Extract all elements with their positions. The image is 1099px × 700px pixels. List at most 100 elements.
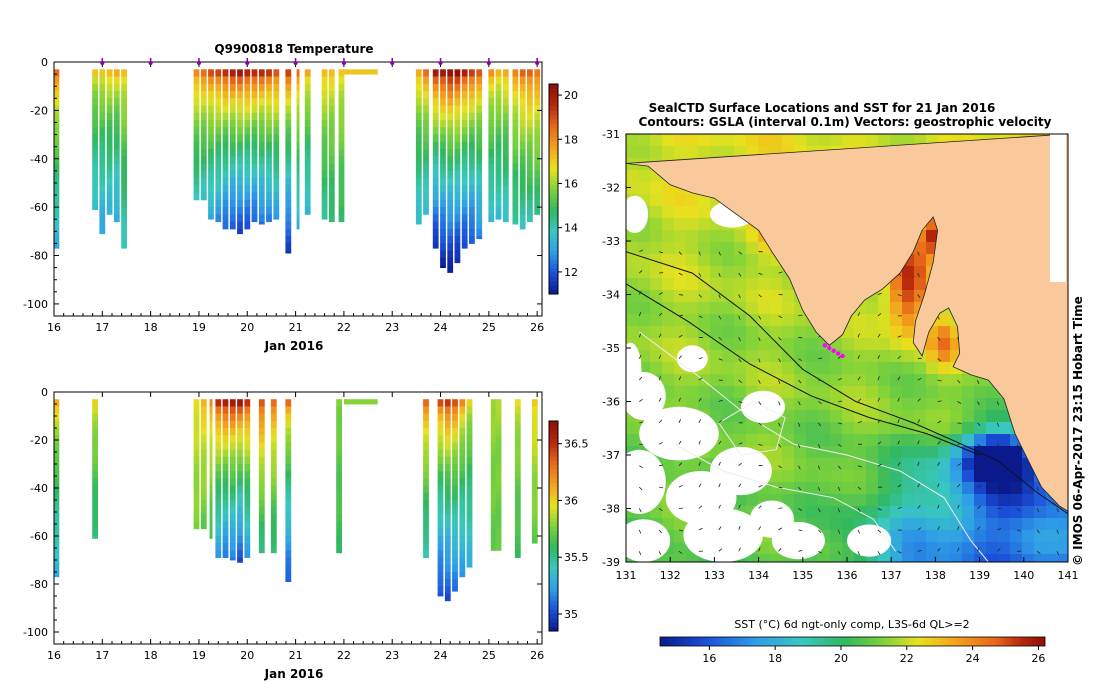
profile-cell [229,163,236,172]
velocity-vector [857,354,860,359]
profile-cell [495,105,502,114]
cloud-gap [847,524,892,557]
profile-cell [444,500,451,508]
profile-cell [495,500,502,508]
profile-cell [285,243,292,252]
profile-cell [285,221,292,230]
profile-cell [328,207,335,215]
sst-cell [650,218,663,231]
profile-cell [476,134,483,143]
profile-cell [454,83,461,92]
sst-cell [902,374,915,387]
profile-cell [432,163,439,172]
velocity-vector [857,508,861,513]
profile-cell [209,485,213,494]
profile-cell [328,134,335,143]
sst-cell [998,506,1011,519]
colorbar-segment [549,167,558,173]
profile-cell [452,586,458,592]
profile-cell [121,170,127,179]
sst-cell [950,494,963,507]
profile-cell [285,163,292,172]
profile-cell [237,471,243,479]
profile-cell [495,170,502,179]
profile-cell [423,543,429,551]
profile-cell [423,105,429,114]
velocity-vector [798,379,802,384]
colorbar-segment [549,180,558,186]
profile-cell [452,557,458,566]
sst-cell [782,482,795,495]
profile-cell [336,449,342,458]
profile-cell [229,550,236,558]
velocity-vector [997,465,1001,469]
colorbar-segment [549,600,558,606]
profile-cell [466,413,473,422]
map-x-tick-label: 141 [1058,569,1079,582]
sst-cell [794,458,807,471]
profile-cell [459,428,466,436]
sst-cell [914,398,927,411]
sst-cell [650,230,663,243]
sst-cell [890,554,903,562]
profile-cell [452,579,458,587]
profile-cell [121,207,127,215]
profile-cell [432,192,439,201]
profile-cell [336,435,342,443]
profile-cell [502,141,509,150]
profile-24 [343,69,378,75]
x-tick-label: 19 [192,649,206,662]
sst-cell [794,134,807,147]
profile-cell [53,420,60,429]
profile-cell [461,76,468,85]
profile-cell [258,550,265,554]
profile-cell [229,557,236,561]
sst-cell [902,398,915,411]
profile-cell [106,112,113,121]
profile-cell [459,449,466,458]
sst-cell [938,326,951,339]
profile-cell [527,69,533,77]
sst-cell [746,362,759,375]
profile-cell [270,500,277,508]
sst-cell [914,518,927,531]
profile-cell [488,91,495,99]
profile-cell [222,105,229,114]
profile-cell [121,149,127,157]
profile-cell [244,83,251,92]
profile-cell [244,76,251,85]
profile-cell [99,170,106,179]
profile-cell [229,127,236,135]
sst-cell [962,386,975,399]
velocity-vector [957,422,962,424]
profile-cell [452,536,458,544]
profile-cell [490,478,497,486]
profile-38 [519,69,526,230]
y-tick-label: -20 [30,104,48,117]
profile-cell [423,127,429,135]
profile-cell [534,120,541,128]
sst-cell [758,278,771,291]
profile-cell [296,178,300,186]
profile-cell [53,471,60,479]
profile-cell [193,428,200,436]
sst-cell [650,266,663,279]
profile-cell [200,98,207,106]
colorbar-segment [549,556,558,562]
profile-cell [338,91,345,99]
profile-cell [121,91,127,99]
profile-cell [454,141,461,150]
velocity-vector [1036,550,1041,555]
colorbar-tick-label: 36.5 [564,438,589,451]
profile-cell [415,163,422,172]
profile-cell [336,478,342,486]
sst-cell [1010,518,1023,531]
sst-cell [698,386,711,399]
sst-cell [854,338,867,351]
velocity-vector [1016,444,1019,449]
profile-cell [251,98,258,106]
profile-cell [531,428,538,436]
profile-cell [447,163,454,172]
colorbar-segment [549,574,558,580]
colorbar-segment [549,189,558,194]
